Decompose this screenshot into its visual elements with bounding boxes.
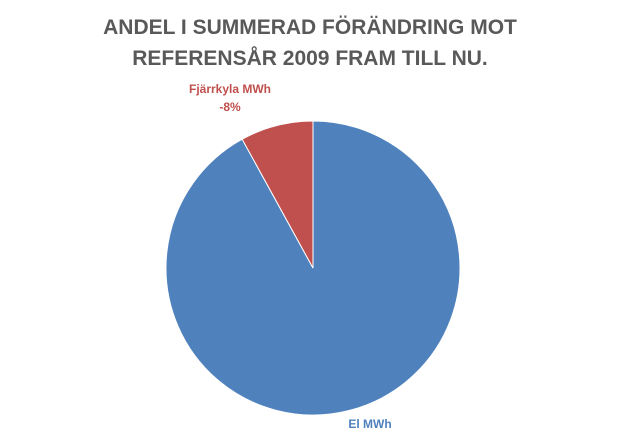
pie-slice (241, 120, 314, 269)
category-label: Fjärrkyla MWh (189, 82, 271, 96)
chart-title: ANDEL I SUMMERAD FÖRÄNDRING MOT REFERENS… (103, 16, 517, 70)
data-label: -8% (219, 100, 241, 114)
category-label: El MWh (348, 417, 391, 431)
